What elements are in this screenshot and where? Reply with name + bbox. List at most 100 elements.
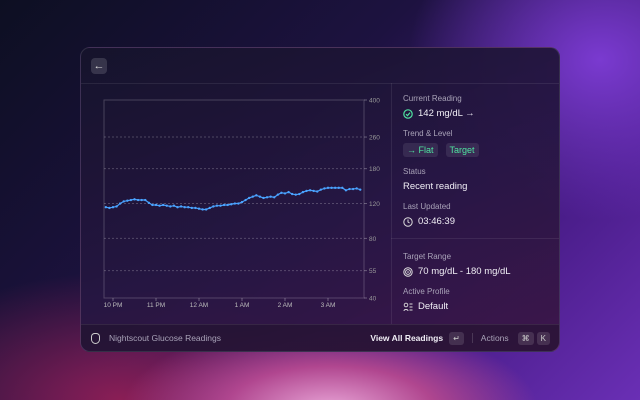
data-point <box>201 208 204 211</box>
nightscout-logo-icon <box>91 332 100 344</box>
data-point <box>179 205 183 208</box>
data-point <box>147 201 151 205</box>
data-point <box>108 206 111 210</box>
data-point <box>330 186 333 190</box>
y-tick-label: 180 <box>369 166 380 173</box>
y-tick-label: 55 <box>369 268 377 275</box>
data-point <box>104 205 108 209</box>
data-point <box>305 189 308 193</box>
data-point <box>194 206 197 210</box>
trend-label: Trend & Level <box>403 129 453 138</box>
data-point <box>140 198 143 202</box>
glucose-chart: 400 260 180 120 80 55 40 10 PM 11 PM 12 AM 1 AM 2 A… <box>103 98 380 309</box>
enter-key: ↵ <box>449 331 464 345</box>
y-tick-label: 120 <box>369 201 380 208</box>
data-point <box>197 207 201 210</box>
data-point <box>133 198 136 201</box>
x-tick-label: 12 AM <box>190 302 208 309</box>
level-badge: Target <box>445 143 479 157</box>
data-point <box>308 189 312 192</box>
data-point <box>247 196 251 200</box>
data-point <box>190 206 194 210</box>
data-point <box>237 202 240 205</box>
y-tick-label: 80 <box>369 236 377 243</box>
target-range-label: Target Range <box>403 252 452 261</box>
data-point <box>273 196 276 199</box>
data-point <box>161 203 165 207</box>
data-point <box>154 203 158 207</box>
data-point <box>215 204 219 207</box>
data-point <box>290 192 294 196</box>
data-point <box>244 198 247 202</box>
data-point <box>351 187 355 191</box>
x-tick-label: 10 PM <box>104 302 123 309</box>
target-range: 70 mg/dL - 180 mg/dL <box>418 266 511 277</box>
extension-title: Nightscout Glucose Readings <box>109 333 221 343</box>
data-point <box>258 195 262 198</box>
data-point <box>187 205 190 209</box>
status-label: Status <box>403 167 426 176</box>
data-point <box>287 190 290 194</box>
data-point <box>151 203 154 207</box>
profile-list-icon <box>403 302 413 311</box>
data-point <box>316 190 319 193</box>
data-point <box>359 188 362 191</box>
data-point <box>341 186 344 190</box>
actions-button[interactable]: Actions <box>480 333 509 343</box>
glucose-window: ← 400 260 180 120 80 55 40 10 PM 11 PM 12 AM 1 AM 2… <box>80 47 560 352</box>
y-tick-label: 40 <box>369 296 377 303</box>
last-updated: 03:46:39 <box>418 216 455 227</box>
data-point <box>226 203 229 207</box>
data-point <box>337 186 340 190</box>
glucose-line <box>105 187 361 211</box>
view-all-readings-button[interactable]: View All Readings <box>370 333 444 343</box>
data-point <box>183 205 186 209</box>
divider <box>391 83 392 324</box>
data-point <box>298 192 301 196</box>
data-point <box>255 194 258 197</box>
data-point <box>280 191 283 194</box>
data-point <box>265 196 269 199</box>
data-point <box>136 198 140 202</box>
status-value: Recent reading <box>403 181 468 192</box>
data-point <box>169 205 172 208</box>
profile-label: Active Profile <box>403 287 450 296</box>
data-point <box>348 187 351 191</box>
profile-value: Default <box>418 301 449 312</box>
data-point <box>212 205 215 208</box>
arrow-left-icon: ← <box>93 60 105 72</box>
data-point <box>115 205 118 208</box>
data-point <box>294 193 297 196</box>
data-point <box>326 186 330 190</box>
details-panel: Current Reading 142 mg/dL → Trend & Leve… <box>403 94 553 322</box>
x-tick-label: 11 PM <box>147 302 165 309</box>
k-key: K <box>536 331 550 345</box>
data-point <box>176 205 179 209</box>
data-point <box>323 187 326 190</box>
data-point <box>219 204 222 207</box>
back-button[interactable]: ← <box>91 58 107 74</box>
data-point <box>204 208 208 211</box>
data-point <box>230 203 233 206</box>
data-point <box>129 198 133 202</box>
separator <box>471 333 473 343</box>
data-point <box>122 200 125 203</box>
clock-icon <box>403 216 413 227</box>
data-point <box>165 204 168 207</box>
current-reading: 142 mg/dL → <box>418 108 475 119</box>
trend-badge: → Flat <box>403 143 438 157</box>
y-tick-label: 260 <box>369 135 380 142</box>
data-point <box>111 205 115 209</box>
data-point <box>208 206 211 210</box>
target-icon <box>403 266 413 277</box>
data-point <box>344 189 348 192</box>
data-point <box>126 199 129 202</box>
plot-frame <box>103 99 365 299</box>
check-circle-icon <box>403 108 413 119</box>
data-point <box>319 188 323 191</box>
data-point <box>276 193 280 196</box>
x-tick-label: 1 AM <box>235 302 250 309</box>
data-point <box>262 196 265 200</box>
x-tick-label: 2 AM <box>278 302 293 309</box>
data-point <box>333 186 337 190</box>
